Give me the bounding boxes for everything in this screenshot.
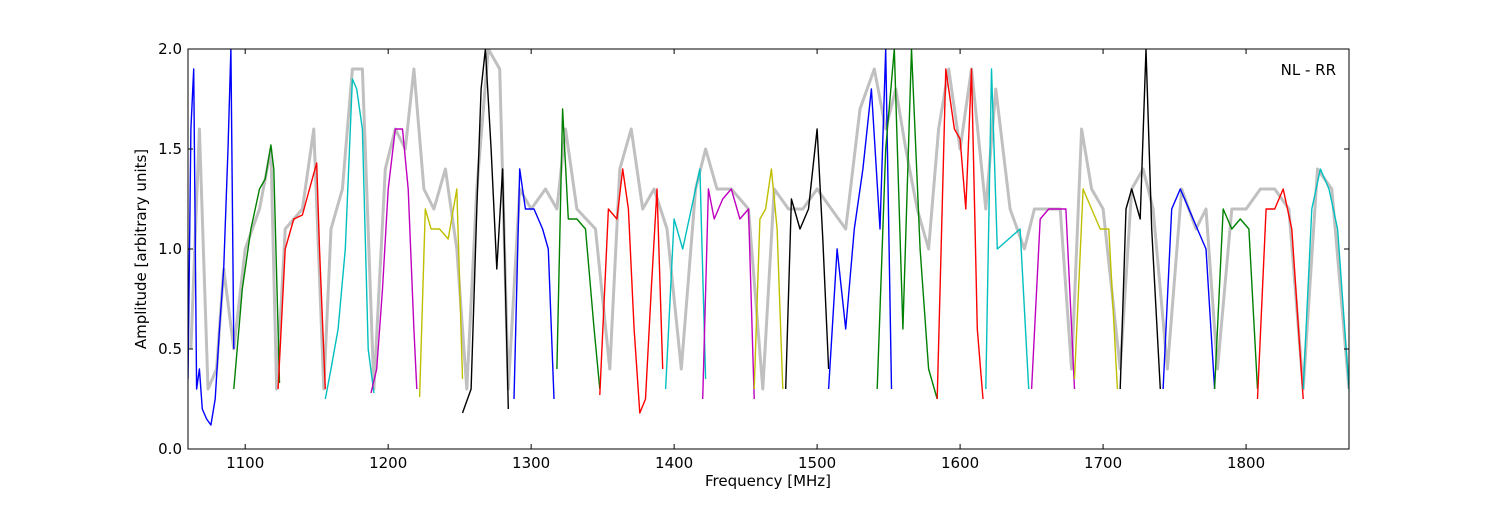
x-tick-label: 1400 [655,454,693,472]
series-line-3 [277,162,326,390]
x-tick-label: 1300 [512,454,550,472]
series-line-23 [1213,208,1259,390]
series-line-25 [1302,168,1349,390]
series-line-10 [599,168,664,414]
x-tick-label: 1800 [1227,454,1265,472]
x-tick-label: 1600 [941,454,979,472]
series-line-4 [324,78,375,400]
y-tick-label: 0.5 [158,340,182,358]
series-line-21 [1119,49,1161,390]
plot-background [188,49,1349,449]
series-line-17 [936,68,984,400]
series-line-20 [1073,188,1119,390]
series-line-1 [188,49,235,426]
tick-layer: 1100 1200 1300 1400 1500 1600 1700 1800 0.0 0.5 1.… [158,40,1349,472]
x-tick-label: 1700 [1084,454,1122,472]
series-line-18 [985,68,1030,390]
y-axis-label: Amplitude [arbitrary units] [132,149,150,349]
series-line-16 [876,49,938,400]
series-line-11 [664,168,707,390]
series-line-24 [1256,188,1304,400]
chart-annotation: NL - RR [1281,61,1336,79]
y-tick-label: 1.5 [158,140,182,158]
series-line-6 [418,188,464,398]
y-tick-label: 1.0 [158,240,182,258]
x-tick-label: 1100 [226,454,264,472]
series-line-13 [753,168,784,390]
series-line-9 [556,108,601,390]
background-envelope-line [189,49,1349,391]
series-line-2 [233,144,281,390]
series-line-19 [1030,208,1076,390]
y-tick-label: 0.0 [158,440,182,458]
series-line-5 [370,128,418,394]
series-line-15 [827,49,893,390]
x-tick-label: 1500 [798,454,836,472]
series-line-14 [785,128,830,390]
y-tick-label: 2.0 [158,40,182,58]
series-layer [188,49,1349,426]
x-axis-label: Frequency [MHz] [705,472,831,490]
series-line-22 [1162,188,1216,390]
series-line-12 [702,188,755,400]
series-line-7 [461,49,509,414]
x-tick-label: 1200 [369,454,407,472]
series-line-8 [513,168,555,400]
